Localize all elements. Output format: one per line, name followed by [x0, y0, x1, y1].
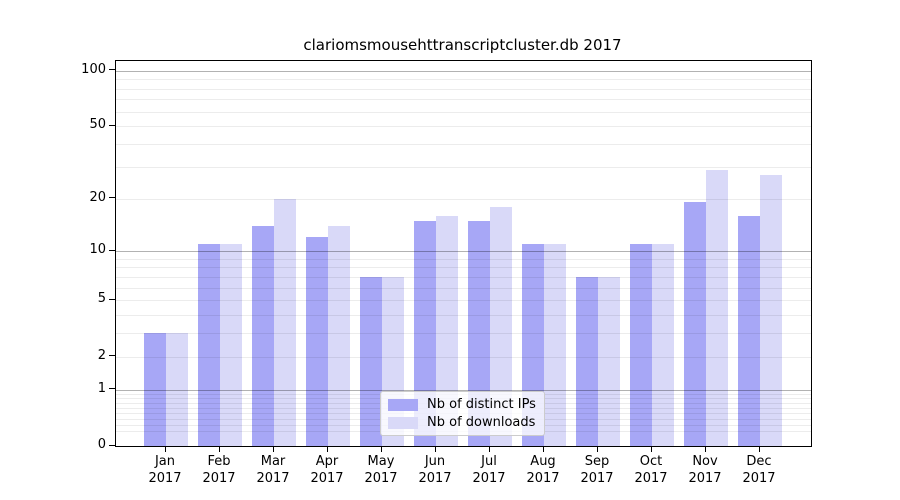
x-tick-mark: [758, 446, 760, 452]
x-tick-label-may: May 2017: [364, 454, 398, 486]
bar-distinct-ips-mar: [252, 225, 274, 446]
gridline-minor: [116, 315, 811, 317]
y-tick-label: 50: [89, 117, 106, 133]
gridline-minor: [116, 258, 811, 260]
legend-swatch-distinct-ips: [388, 398, 418, 411]
y-tick-mark: [109, 298, 116, 300]
y-tick-mark: [109, 197, 116, 198]
plot-area: [115, 60, 812, 447]
x-tick-label-aug: Aug 2017: [526, 454, 560, 486]
bar-distinct-ips-sep: [576, 276, 598, 446]
gridline-minor: [116, 99, 811, 101]
bar-distinct-ips-may: [360, 276, 382, 446]
gridline-minor: [116, 276, 811, 278]
bar-distinct-ips-feb: [198, 244, 220, 446]
x-tick-label-jun: Jun 2017: [418, 454, 452, 486]
legend-label-distinct-ips: Nb of distinct IPs: [427, 397, 536, 412]
x-tick-label-oct: Oct 2017: [634, 454, 668, 486]
bar-downloads-sep: [598, 276, 620, 446]
x-tick-mark: [542, 446, 544, 452]
x-tick-mark: [434, 446, 436, 452]
gridline-minor: [116, 88, 811, 90]
legend-entry-downloads: Nb of downloads: [388, 415, 537, 430]
legend: Nb of distinct IPs Nb of downloads: [380, 391, 545, 436]
bar-distinct-ips-jul: [468, 220, 490, 446]
bar-downloads-mar: [274, 198, 296, 446]
y-tick-label: 10: [89, 242, 106, 258]
gridline-minor: [116, 267, 811, 269]
gridline-minor: [116, 300, 811, 302]
y-tick-label: 100: [81, 61, 106, 77]
x-tick-label-apr: Apr 2017: [310, 454, 344, 486]
bar-downloads-nov: [706, 169, 728, 446]
gridline-minor: [116, 111, 811, 113]
x-tick-mark: [650, 446, 652, 452]
x-tick-mark: [488, 446, 490, 452]
gridline-minor: [116, 333, 811, 335]
x-tick-label-jan: Jan 2017: [148, 454, 182, 486]
x-tick-label-mar: Mar 2017: [256, 454, 290, 486]
x-tick-mark: [596, 446, 598, 452]
bar-downloads-apr: [328, 225, 350, 446]
bar-distinct-ips-dec: [738, 215, 760, 446]
y-tick-label: 0: [97, 437, 106, 452]
gridline-major: [116, 251, 811, 253]
x-tick-label-feb: Feb 2017: [202, 454, 236, 486]
gridline-minor: [116, 166, 811, 168]
gridline-minor: [116, 144, 811, 146]
x-tick-mark: [272, 446, 274, 452]
x-tick-mark: [380, 446, 382, 452]
x-tick-label-nov: Nov 2017: [688, 454, 722, 486]
y-tick-mark: [109, 388, 116, 390]
legend-entry-distinct-ips: Nb of distinct IPs: [388, 397, 537, 412]
x-tick-mark: [218, 446, 220, 452]
legend-label-downloads: Nb of downloads: [427, 415, 536, 430]
y-tick-mark: [109, 444, 116, 446]
chart-title: clariomsmousehttranscriptcluster.db 2017: [303, 36, 622, 54]
y-tick-mark: [109, 124, 116, 126]
bar-distinct-ips-apr: [306, 237, 328, 446]
bar-downloads-jul: [490, 206, 512, 446]
bar-downloads-feb: [220, 244, 242, 446]
y-tick-label: 5: [97, 291, 106, 307]
gridline-major: [116, 70, 811, 72]
x-tick-label-jul: Jul 2017: [472, 454, 506, 486]
gridline-minor: [116, 79, 811, 81]
bar-distinct-ips-nov: [684, 202, 706, 446]
y-tick-label: 20: [89, 189, 106, 205]
y-tick-mark: [109, 249, 116, 251]
y-tick-label: 1: [97, 380, 106, 396]
bar-distinct-ips-jun: [414, 220, 436, 446]
gridline-major: [116, 389, 811, 391]
x-tick-label-sep: Sep 2017: [580, 454, 614, 486]
y-tick-mark: [109, 69, 116, 71]
bar-downloads-aug: [544, 244, 566, 446]
gridline-minor: [116, 356, 811, 358]
y-tick-mark: [109, 355, 116, 357]
bar-distinct-ips-jan: [144, 333, 166, 446]
gridline-minor: [116, 287, 811, 289]
y-tick-label: 2: [97, 347, 106, 363]
gridline-minor: [116, 198, 811, 200]
x-tick-label-dec: Dec 2017: [742, 454, 776, 486]
bar-downloads-dec: [760, 175, 782, 446]
legend-swatch-downloads: [388, 416, 418, 429]
gridline-minor: [116, 126, 811, 128]
bar-downloads-jan: [166, 333, 188, 446]
x-tick-mark: [704, 446, 706, 452]
bar-downloads-jun: [436, 215, 458, 446]
bar-downloads-oct: [652, 244, 674, 446]
x-tick-mark: [326, 446, 328, 452]
bar-distinct-ips-oct: [630, 244, 652, 446]
x-tick-mark: [164, 446, 166, 452]
